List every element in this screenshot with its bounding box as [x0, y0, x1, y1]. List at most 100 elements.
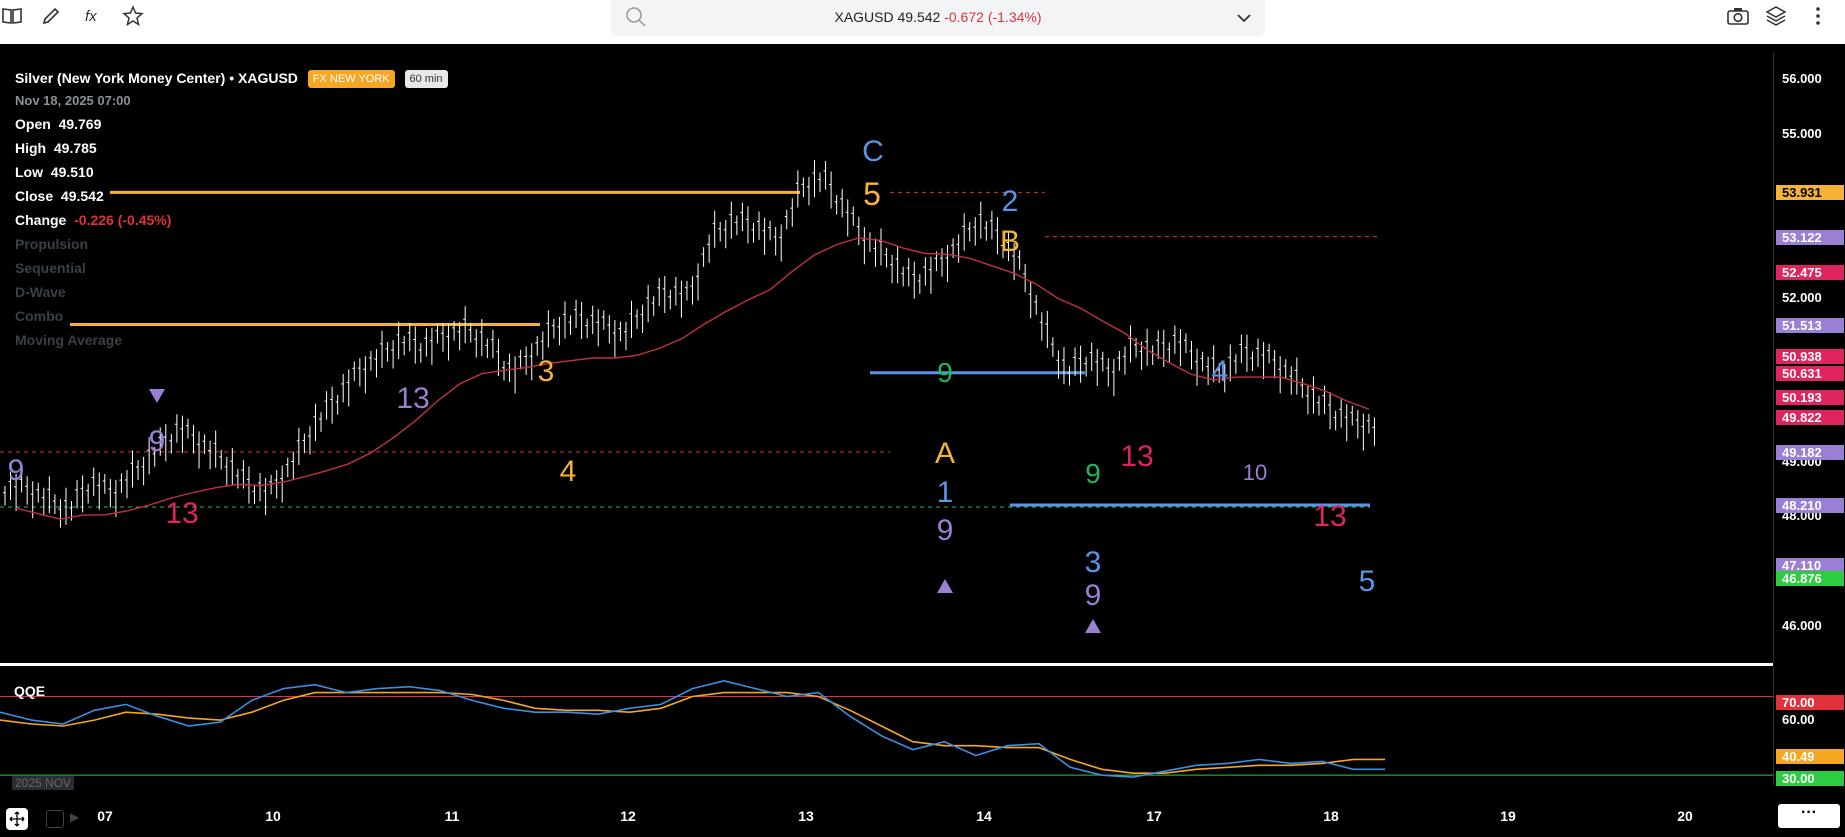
signal-triangle — [1085, 619, 1101, 633]
price-level-label: 46.876 — [1776, 570, 1844, 586]
time-tick: 20 — [1677, 808, 1693, 824]
wave-label: 13 — [396, 382, 429, 415]
time-tick: 18 — [1323, 808, 1339, 824]
change-value: -0.226 (-0.45%) — [74, 212, 172, 228]
price-level-label: 53.931 — [1776, 185, 1844, 201]
function-icon[interactable]: fx — [80, 4, 104, 28]
wave-label: 4 — [560, 455, 577, 488]
price-tick: 56.000 — [1782, 71, 1822, 87]
wave-label: 9 — [1085, 579, 1102, 612]
price-level-label: 50.631 — [1776, 365, 1844, 381]
price-level-label: 50.193 — [1776, 389, 1844, 405]
price-tick: 55.000 — [1782, 126, 1822, 142]
layers-icon[interactable] — [1764, 4, 1788, 28]
more-options-button[interactable]: ··· — [1778, 804, 1840, 828]
wave-label: 2 — [1002, 185, 1019, 218]
wave-label: 13 — [1313, 500, 1346, 533]
move-icon[interactable] — [6, 808, 28, 830]
more-vertical-icon[interactable] — [1806, 4, 1830, 28]
price-axis: 56.000 55.000 52.000 49.000 48.000 46.000 53.9… — [1773, 53, 1845, 663]
change-label: Change — [15, 212, 67, 228]
svg-text:fx: fx — [85, 8, 97, 25]
time-tick: 12 — [620, 808, 636, 824]
exchange-badge: FX NEW YORK — [307, 70, 395, 89]
open-value: 49.769 — [58, 116, 102, 132]
price-level-label: 50.938 — [1776, 348, 1844, 364]
wave-label: 5 — [863, 176, 881, 212]
price-level-label: 47.110 — [1776, 558, 1844, 574]
wave-label: 3 — [1085, 546, 1102, 579]
play-icon[interactable]: ▶ — [70, 810, 80, 824]
calendar-icon[interactable] — [46, 810, 64, 828]
month-tag: 2025 NOV — [12, 776, 75, 790]
study-sequential[interactable]: Sequential — [15, 260, 86, 276]
wave-label: 5 — [1359, 565, 1376, 598]
study-combo[interactable]: Combo — [15, 308, 64, 324]
qqe-label: QQE — [14, 683, 46, 699]
study-moving-average[interactable]: Moving Average — [15, 332, 123, 348]
wave-label: 9 — [937, 357, 953, 388]
symbol-search[interactable]: XAGUSD 49.542 -0.672 (-1.34%) — [611, 0, 1265, 36]
top-toolbar: fx XAGUSD 49.542 -0.672 (-1.34%) — [0, 0, 1845, 44]
price-tick: 52.000 — [1782, 289, 1822, 305]
study-propulsion[interactable]: Propulsion — [15, 236, 89, 252]
time-tick: 19 — [1500, 808, 1516, 824]
price-level-label: 52.475 — [1776, 264, 1844, 280]
time-tick: 17 — [1146, 808, 1162, 824]
instrument-title: Silver (New York Money Center) • XAGUSD — [15, 70, 298, 86]
high-value: 49.785 — [53, 140, 97, 156]
close-value: 49.542 — [60, 188, 104, 204]
time-tick: 11 — [444, 808, 460, 824]
signal-triangle — [937, 579, 953, 593]
price-level-label: 51.513 — [1776, 317, 1844, 333]
symbol-change: -0.672 — [944, 9, 984, 25]
time-tick: 13 — [798, 808, 814, 824]
symbol-change-pct: (-1.34%) — [987, 9, 1042, 25]
wave-label: 1 — [937, 476, 954, 509]
wave-label: 4 — [1212, 355, 1229, 388]
wave-label: B — [1000, 225, 1020, 258]
wave-label: 10 — [1243, 460, 1267, 485]
wave-label: 3 — [538, 355, 555, 388]
wave-label: 9 — [937, 514, 954, 547]
time-tick: 10 — [265, 808, 281, 824]
wave-label: 13 — [165, 497, 198, 530]
pane-separator[interactable] — [0, 663, 1773, 666]
qqe-level-30: 30.00 — [1776, 771, 1844, 786]
price-level-label: 49.822 — [1776, 409, 1844, 425]
time-tick: 14 — [976, 808, 992, 824]
chart-legend: Silver (New York Money Center) • XAGUSD … — [15, 66, 448, 352]
close-label: Close — [15, 188, 54, 204]
star-icon[interactable] — [121, 4, 145, 28]
qqe-level-70: 70.00 — [1776, 695, 1844, 710]
wave-label: C — [862, 135, 884, 168]
chevron-down-icon[interactable] — [1235, 9, 1253, 32]
signal-triangle — [149, 389, 165, 403]
wave-label: 9 — [1085, 458, 1101, 489]
wave-label: 9 — [149, 425, 166, 458]
book-icon[interactable] — [0, 4, 24, 28]
price-level-label: 53.122 — [1776, 229, 1844, 245]
low-label: Low — [15, 164, 43, 180]
symbol-name: XAGUSD — [834, 9, 894, 25]
time-axis[interactable]: ▶ 07 10 11 12 13 14 17 18 19 20 — [0, 800, 1773, 837]
qqe-axis: 70.00 60.00 40.49 30.00 — [1773, 667, 1845, 786]
study-d-wave[interactable]: D-Wave — [15, 284, 66, 300]
interval-badge[interactable]: 60 min — [404, 70, 448, 89]
high-label: High — [15, 140, 47, 156]
qqe-value-label: 40.49 — [1776, 749, 1844, 764]
symbol-quote: XAGUSD 49.542 -0.672 (-1.34%) — [611, 9, 1265, 25]
wave-label: 13 — [1120, 440, 1153, 473]
qqe-pane[interactable] — [0, 667, 1773, 785]
wave-label: A — [935, 437, 955, 470]
low-value: 49.510 — [50, 164, 94, 180]
price-level-label: 48.210 — [1776, 497, 1844, 513]
qqe-fast-line — [0, 679, 1385, 778]
time-tick: 07 — [97, 808, 113, 824]
qqe-slow-line — [0, 691, 1385, 774]
open-label: Open — [15, 116, 51, 132]
pencil-icon[interactable] — [39, 4, 63, 28]
camera-icon[interactable] — [1726, 4, 1750, 28]
qqe-tick-60: 60.00 — [1782, 712, 1815, 727]
